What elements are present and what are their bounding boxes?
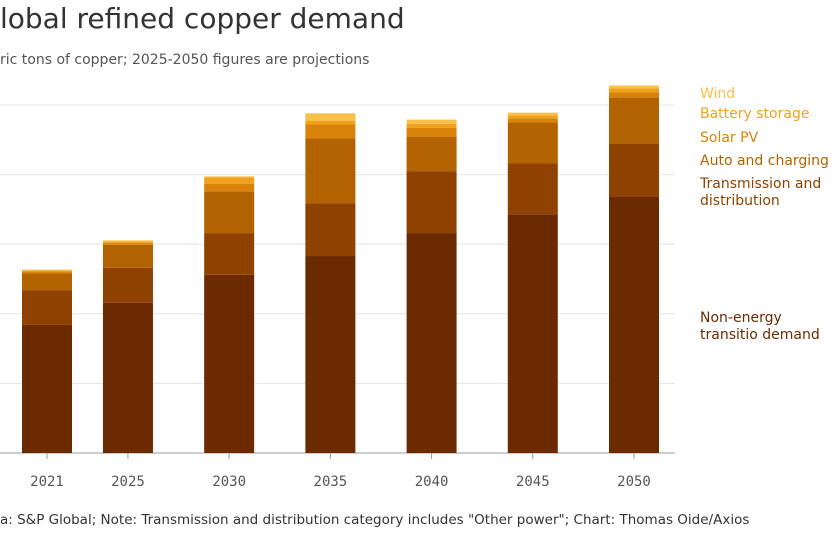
legend-entry: Solar PV (700, 130, 759, 146)
legend-entry: Auto and charging (700, 153, 829, 169)
bar-segment (305, 121, 356, 125)
x-tick-label: 2030 (212, 474, 246, 490)
x-tick-label: 2021 (30, 474, 64, 490)
x-tick-label: 2045 (516, 474, 550, 490)
bar-segment (305, 203, 356, 257)
legend-entry: Non-energy transitio demand (700, 310, 820, 343)
bar-segment (22, 271, 72, 274)
legend-entry: Battery storage (700, 106, 810, 122)
bar-segment (406, 137, 457, 172)
legend-entry: Transmission and distribution (700, 176, 822, 209)
x-tick-label: 2025 (111, 474, 145, 490)
bar-segment (204, 191, 255, 234)
bar-segment (22, 270, 72, 272)
x-tick-label: 2050 (617, 474, 651, 490)
bar-segment (305, 256, 356, 453)
bar-segment (507, 112, 558, 116)
bar-segment (22, 269, 72, 271)
bar-segment (204, 177, 255, 184)
chart-title: lobal refined copper demand (0, 2, 405, 35)
x-tick-label: 2035 (314, 474, 348, 490)
bar-segment (22, 324, 72, 453)
bar-segment (102, 240, 153, 242)
bar-segment (305, 124, 356, 139)
x-tick-label: 2040 (415, 474, 449, 490)
bar-segment (507, 118, 558, 123)
bar-segment (406, 119, 457, 124)
bar-segment (102, 241, 153, 243)
bar-segment (609, 92, 659, 98)
bar-segment (406, 233, 457, 453)
bar-segment (406, 171, 457, 234)
bar-segment (507, 163, 558, 215)
bar-segment (102, 267, 153, 303)
bar-segment (102, 242, 153, 245)
bar-segment (102, 244, 153, 268)
source-note: a: S&P Global; Note: Transmission and di… (0, 512, 750, 528)
bar-segment (507, 115, 558, 119)
bar-segment (406, 127, 457, 138)
bar-segment (609, 143, 659, 197)
bar-segment (609, 97, 659, 144)
bar-segment (305, 113, 356, 122)
bar-segment (102, 302, 153, 453)
bar-segment (22, 290, 72, 325)
chart-subtitle: ric tons of copper; 2025-2050 figures ar… (0, 52, 370, 68)
bar-segment (204, 233, 255, 275)
bar-segment (204, 274, 255, 453)
bar-segment (305, 138, 356, 204)
bar-segment (204, 176, 255, 178)
bar-segment (609, 88, 659, 93)
bar-segment (406, 123, 457, 128)
bar-segment (204, 183, 255, 192)
bar-segment (609, 196, 659, 453)
bar-segment (507, 214, 558, 453)
bar-segment (22, 273, 72, 291)
legend-entry: Wind (700, 86, 736, 102)
bar-segment (609, 85, 659, 89)
bar-segment (507, 122, 558, 164)
